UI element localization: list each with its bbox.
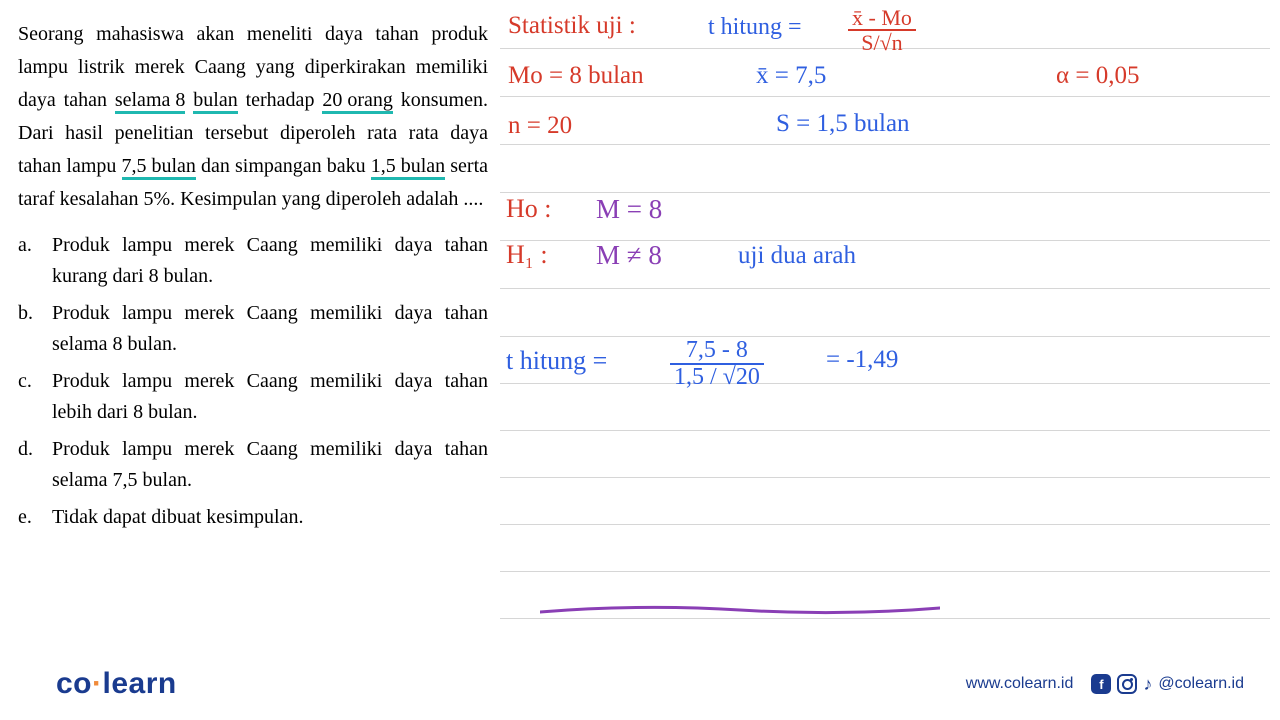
logo-dot: ·: [92, 667, 103, 700]
option-b: b. Produk lampu merek Caang memiliki day…: [18, 298, 488, 360]
q-text: dan simpangan baku: [196, 155, 371, 177]
footer-right: www.colearn.id f ♪ @colearn.id: [966, 674, 1244, 695]
hw-mo: Mo = 8 bulan: [508, 62, 644, 90]
q-text: lampu: [66, 155, 121, 177]
option-text: Tidak dapat dibuat kesimpulan.: [52, 502, 488, 533]
option-letter: e.: [18, 502, 52, 533]
underline-1-5bulan: 1,5 bulan: [371, 155, 445, 180]
hw-calc-den: 1,5 / √20: [670, 365, 764, 390]
hw-s: S = 1,5 bulan: [776, 110, 910, 138]
logo-learn: learn: [103, 667, 177, 700]
ruled-lines: [500, 0, 1270, 650]
hw-h0-label: Ho :: [506, 194, 552, 224]
hw-n: n = 20: [508, 112, 572, 140]
option-letter: c.: [18, 366, 52, 428]
hw-alpha: α = 0,05: [1056, 62, 1139, 90]
question-paragraph: Seorang mahasiswa akan meneliti daya tah…: [18, 18, 488, 216]
hw-frac-formula: x̄ - Mo S/√n: [848, 6, 916, 54]
option-a: a. Produk lampu merek Caang memiliki day…: [18, 230, 488, 292]
hw-frac-num: x̄ - Mo: [848, 6, 916, 31]
option-e: e. Tidak dapat dibuat kesimpulan.: [18, 502, 488, 533]
instagram-icon: [1117, 674, 1137, 694]
social-group: f ♪ @colearn.id: [1091, 674, 1244, 695]
hw-calc-label: t hitung =: [506, 346, 607, 376]
option-text: Produk lampu merek Caang memiliki daya t…: [52, 434, 488, 496]
footer: co·learn www.colearn.id f ♪ @colearn.id: [0, 660, 1280, 720]
hw-h1-label: H₁ :: [506, 240, 548, 270]
q-text: Seorang mahasiswa akan meneliti daya tah…: [18, 23, 419, 45]
hw-frac-den: S/√n: [848, 31, 916, 54]
option-letter: b.: [18, 298, 52, 360]
facebook-icon: f: [1091, 674, 1111, 694]
question-panel: Seorang mahasiswa akan meneliti daya tah…: [18, 18, 488, 539]
q-text: terhadap: [238, 89, 323, 111]
work-panel: Statistik uji : t hitung = x̄ - Mo S/√n …: [500, 0, 1270, 650]
hw-h1-note: uji dua arah: [738, 242, 856, 270]
option-d: d. Produk lampu merek Caang memiliki day…: [18, 434, 488, 496]
hw-calc-num: 7,5 - 8: [670, 338, 764, 365]
q-text: diperoleh adalah ....: [326, 188, 484, 210]
hw-calc-frac: 7,5 - 8 1,5 / √20: [670, 338, 764, 390]
hw-h1-val: M ≠ 8: [596, 240, 662, 271]
option-text: Produk lampu merek Caang memiliki daya t…: [52, 298, 488, 360]
option-text: Produk lampu merek Caang memiliki daya t…: [52, 230, 488, 292]
option-text: Produk lampu merek Caang memiliki daya t…: [52, 366, 488, 428]
underline-20orang: 20 orang: [322, 89, 393, 114]
hw-xbar: x̄ = 7,5: [756, 62, 826, 90]
hw-thitung-eq: t hitung =: [708, 14, 802, 41]
purple-curve: [540, 600, 940, 620]
underline-7-5bulan: 7,5 bulan: [122, 155, 196, 180]
option-c: c. Produk lampu merek Caang memiliki day…: [18, 366, 488, 428]
underline-8bulan: selama 8: [115, 89, 186, 114]
logo: co·learn: [56, 667, 177, 701]
logo-co: co: [56, 667, 92, 700]
option-letter: d.: [18, 434, 52, 496]
hw-calc-result: = -1,49: [826, 346, 898, 374]
hw-stat-label: Statistik uji :: [508, 12, 636, 40]
tiktok-icon: ♪: [1143, 674, 1152, 695]
option-letter: a.: [18, 230, 52, 292]
options-list: a. Produk lampu merek Caang memiliki day…: [18, 230, 488, 533]
underline-bulan: bulan: [193, 89, 237, 114]
social-handle: @colearn.id: [1158, 675, 1244, 693]
footer-url: www.colearn.id: [966, 675, 1074, 693]
hw-h0-val: M = 8: [596, 194, 662, 225]
